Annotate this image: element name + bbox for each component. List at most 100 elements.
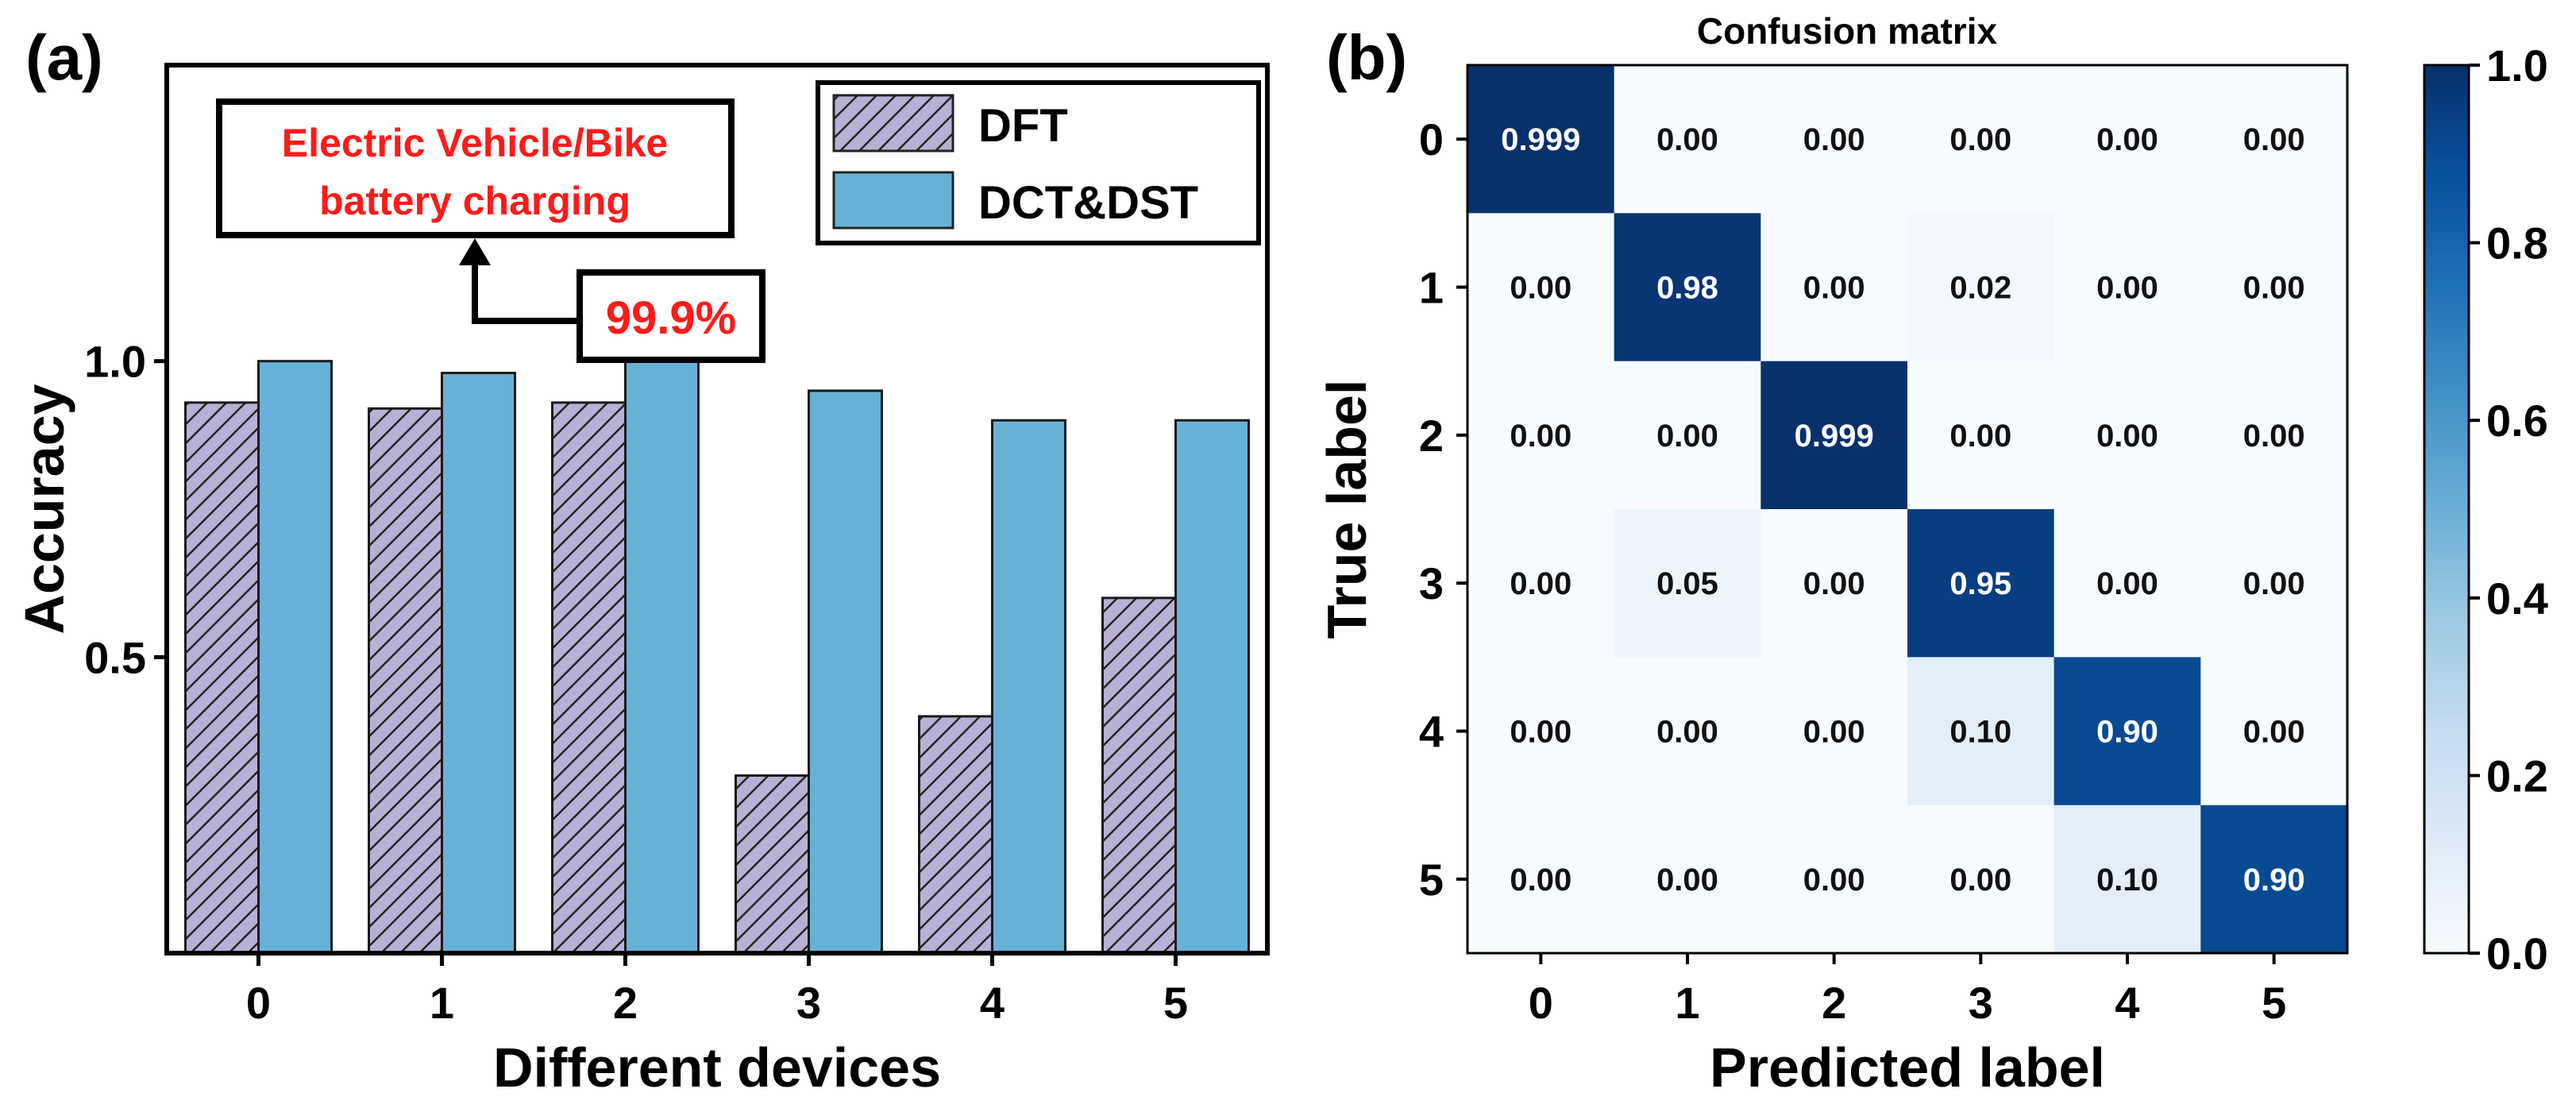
heatmap-cell-label: 0.00 [1656, 122, 1718, 157]
x-tick-label-b: 4 [2115, 978, 2139, 1028]
heatmap-cell-3-5 [2200, 509, 2348, 658]
colorbar [2423, 64, 2470, 955]
legend: DFT DCT&DST [816, 80, 1261, 245]
heatmap-cells: 0.999 0.00 0.00 0.00 0.00 0.00 0.00 0.98 0.00 0.0… [1467, 65, 2348, 954]
heatmap-cell-label: 0.00 [2096, 566, 2158, 601]
y-tick-labels: 0.5 1.0 [84, 337, 167, 682]
heatmap-cell-3-1 [1614, 509, 1761, 658]
heatmap-cell-label: 0.00 [1656, 863, 1718, 898]
heatmap-cell-label: 0.05 [1656, 566, 1718, 601]
bar-dctdst-0 [257, 360, 333, 955]
bar-dft-3 [735, 774, 810, 955]
y-tick-label-a: 0.5 [84, 632, 146, 682]
heatmap-cell-label: 0.00 [1510, 271, 1571, 306]
bar-dft-0 [184, 401, 260, 955]
heatmap-cell-label: 0.10 [2096, 863, 2158, 898]
heatmap-cell-label: 0.00 [2243, 566, 2305, 601]
heatmap-cell-4-2 [1760, 657, 1908, 806]
heatmap-cell-label: 0.999 [1501, 122, 1580, 157]
y-tick-label-b: 1 [1419, 263, 1444, 313]
panel-a-label: (a) [25, 22, 103, 93]
heatmap-cell-label: 0.02 [1949, 271, 2011, 306]
colorbar-ticks: 0.0 0.2 0.4 0.6 0.8 1.0 [2469, 41, 2548, 979]
heatmap-cell-2-2 [1760, 361, 1908, 510]
heatmap-cell-label: 0.00 [2243, 271, 2305, 306]
heatmap-cell-3-0 [1467, 509, 1615, 658]
bar-dctdst-3 [808, 389, 883, 955]
x-tick-label-a: 4 [980, 978, 1005, 1028]
bar-dctdst-2 [624, 360, 700, 955]
bar-dctdst-5 [1174, 419, 1250, 955]
heatmap-cell-0-2 [1760, 65, 1908, 214]
legend-swatch-dctdst [832, 171, 954, 230]
heatmap-cell-3-2 [1760, 509, 1908, 658]
bar-dctdst-1 [441, 372, 516, 955]
x-axis-title-b: Predicted label [1710, 1037, 2105, 1098]
colorbar-tick-label: 0.0 [2486, 929, 2548, 979]
heatmap-y-tick-labels: 0 1 2 3 4 5 [1419, 114, 1467, 905]
legend-label-dctdst: DCT&DST [978, 177, 1198, 229]
heatmap-cell-label: 0.00 [1949, 863, 2011, 898]
heatmap-cell-5-5 [2200, 805, 2348, 954]
confusion-matrix: Confusion matrix 0.999 0.00 0.00 0.00 0.00 0.… [1316, 10, 2548, 1098]
colorbar-tick-label: 0.2 [2486, 751, 2548, 801]
heatmap-cell-2-3 [1907, 361, 2055, 510]
heatmap-cell-label: 0.00 [2096, 271, 2158, 306]
heatmap-x-tick-labels: 0 1 2 3 4 5 [1529, 953, 2286, 1028]
y-tick-label-b: 2 [1419, 411, 1444, 461]
heatmap-cell-4-1 [1614, 657, 1761, 806]
bar-group [184, 360, 1250, 955]
legend-swatch-dft [832, 94, 954, 153]
x-tick-label-b: 1 [1675, 978, 1699, 1028]
bar-dctdst-4 [991, 419, 1066, 955]
y-tick-label-b: 3 [1419, 558, 1444, 608]
heatmap-cell-label: 0.00 [1803, 566, 1865, 601]
plot-frame-b [1466, 64, 2349, 955]
colorbar-tick-label: 1.0 [2486, 41, 2548, 91]
heatmap-cell-5-0 [1467, 805, 1615, 954]
heatmap-cell-1-4 [2053, 213, 2201, 362]
heatmap-cell-0-0 [1467, 65, 1615, 214]
heatmap-cell-0-3 [1907, 65, 2055, 214]
heatmap-cell-1-5 [2200, 213, 2348, 362]
panel-b-label: (b) [1326, 22, 1407, 93]
annotation-arrowhead [459, 238, 491, 265]
heatmap-cell-2-1 [1614, 361, 1761, 510]
x-axis-title-a: Different devices [493, 1037, 941, 1098]
heatmap-cell-label: 0.00 [2243, 122, 2305, 157]
heatmap-cell-4-3 [1907, 657, 2055, 806]
y-tick-label-b: 0 [1419, 114, 1444, 164]
y-tick-label-b: 5 [1419, 855, 1444, 905]
heatmap-cell-0-5 [2200, 65, 2348, 214]
x-tick-label-b: 5 [2262, 978, 2286, 1028]
heatmap-cell-label: 0.00 [1510, 715, 1571, 750]
heatmap-cell-0-4 [2053, 65, 2201, 214]
y-axis-title-a: Accuracy [13, 384, 75, 634]
heatmap-cell-0-1 [1614, 65, 1761, 214]
annotation-line-2: battery charging [319, 179, 631, 223]
heatmap-cell-1-3 [1907, 213, 2055, 362]
heatmap-cell-label: 0.00 [1803, 122, 1865, 157]
heatmap-cell-label: 0.10 [1949, 715, 2011, 750]
bar-dft-2 [551, 401, 627, 955]
bar-chart: 0 1 2 3 4 5 0.5 1.0 Different devices Accuracy… [13, 63, 1270, 1098]
plot-frame-a [164, 63, 1270, 956]
heatmap-cell-2-5 [2200, 361, 2348, 510]
y-tick-label-a: 1.0 [84, 337, 146, 387]
heatmap-cell-2-4 [2053, 361, 2201, 510]
heatmap-cell-label: 0.00 [1510, 419, 1571, 454]
heatmap-cell-label: 0.95 [1949, 566, 2011, 601]
annotation-percent-box [577, 269, 765, 363]
heatmap-cell-label: 0.00 [2096, 419, 2158, 454]
heatmap-cell-1-0 [1467, 213, 1615, 362]
heatmap-cell-label: 0.00 [1803, 715, 1865, 750]
heatmap-cell-5-1 [1614, 805, 1761, 954]
heatmap-cell-5-3 [1907, 805, 2055, 954]
colorbar-tick-label: 0.6 [2486, 396, 2548, 446]
heatmap-cell-label: 0.00 [2096, 122, 2158, 157]
x-tick-label-a: 1 [430, 978, 454, 1028]
colorbar-tick-label: 0.8 [2486, 218, 2548, 268]
x-tick-label-b: 0 [1529, 978, 1553, 1028]
heatmap-cell-4-0 [1467, 657, 1615, 806]
